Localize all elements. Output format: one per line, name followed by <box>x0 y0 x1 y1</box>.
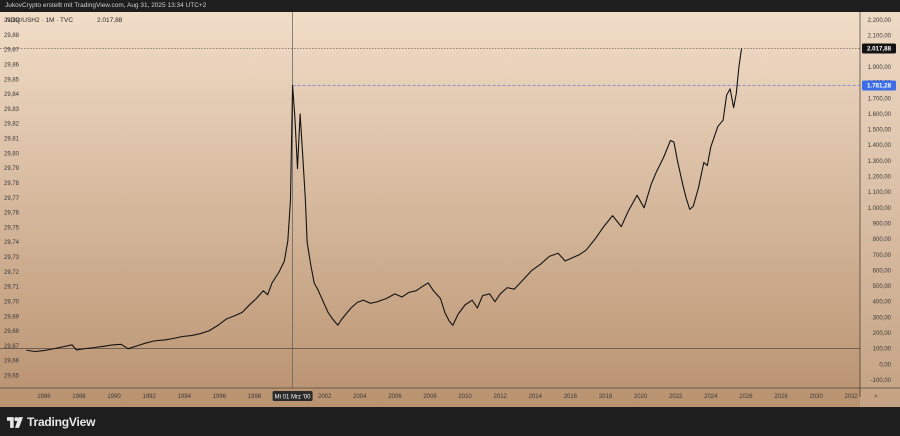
caption-text: JukovCrypto erstellt mit TradingView.com… <box>5 2 207 9</box>
plot-background <box>0 12 900 407</box>
right-tick-label: 300,00 <box>873 315 892 321</box>
right-tick-label: 1.400,00 <box>868 143 892 149</box>
left-tick-label: 29,71 <box>4 285 20 291</box>
right-tick-label: 2.100,00 <box>868 34 892 40</box>
left-tick-label: 29,82 <box>4 122 20 128</box>
x-tick-label: 1990 <box>107 394 121 400</box>
x-tick-label: 2030 <box>809 394 823 400</box>
x-tick-label: 2026 <box>739 394 753 400</box>
x-tick-label: 1992 <box>143 394 157 400</box>
left-tick-label: 29,87 <box>4 48 20 54</box>
x-tick-label: 1996 <box>213 394 227 400</box>
right-tick-label: 0,00 <box>879 362 891 368</box>
legend-symbol: NDQ/USH2 · 1M · TVC <box>6 17 73 24</box>
left-axis: 29,89 29,88 29,87 29,86 29,85 29,84 29,83 29,82… <box>4 18 20 380</box>
right-axis-strip <box>860 12 900 407</box>
left-tick-label: 29,81 <box>4 137 20 143</box>
tradingview-logo-icon <box>7 416 23 428</box>
left-tick-label: 29,88 <box>4 33 20 39</box>
right-tick-label: 1.700,00 <box>868 96 892 102</box>
right-tick-label: 2.200,00 <box>868 18 892 24</box>
right-tick-label: 100,00 <box>873 347 892 353</box>
x-tick-label: 2020 <box>634 394 648 400</box>
right-tick-label: 400,00 <box>873 300 892 306</box>
chart-svg[interactable]: 29,89 29,88 29,87 29,86 29,85 29,84 29,83 29,82… <box>0 12 900 407</box>
left-tick-label: 29,85 <box>4 77 20 83</box>
left-tick-label: 29,83 <box>4 107 20 113</box>
x-tick-label: 1994 <box>178 394 192 400</box>
settings-icon[interactable]: ⌕ <box>874 393 878 400</box>
right-tick-label: 900,00 <box>873 221 892 227</box>
x-tick-label: 2028 <box>774 394 788 400</box>
right-tick-label: 500,00 <box>873 284 892 290</box>
x-tick-label: 2024 <box>704 394 718 400</box>
left-tick-label: 29,75 <box>4 225 20 231</box>
right-tick-label: 1.000,00 <box>868 206 892 212</box>
left-tick-label: 29,67 <box>4 344 20 350</box>
right-tick-label: 700,00 <box>873 253 892 259</box>
tradingview-logo[interactable]: TradingView <box>7 415 95 429</box>
marker-price-badge: 1.781,28 <box>862 80 896 91</box>
left-tick-label: 29,65 <box>4 374 20 380</box>
x-tick-label: 2022 <box>669 394 683 400</box>
brand-name: TradingView <box>27 415 96 429</box>
price-line <box>26 48 743 353</box>
left-tick-label: 29,86 <box>4 62 20 68</box>
x-tick-label: 2016 <box>564 394 578 400</box>
x-tick-label: 1998 <box>248 394 262 400</box>
x-tick-label: 2008 <box>423 394 437 400</box>
svg-text:Mi 01 Mrz '00: Mi 01 Mrz '00 <box>275 394 311 400</box>
right-tick-label: 800,00 <box>873 237 892 243</box>
crosshair-date-badge: Mi 01 Mrz '00 <box>272 391 313 401</box>
x-tick-label: 2010 <box>458 394 472 400</box>
left-tick-label: 29,72 <box>4 270 20 276</box>
right-tick-label: 1.600,00 <box>868 112 892 118</box>
price-badges: 2.017,88 1.781,28 Mi 01 Mrz '00 <box>272 43 896 401</box>
left-tick-label: 29,68 <box>4 329 20 335</box>
right-tick-label: 1.100,00 <box>868 190 892 196</box>
x-tick-label: 2006 <box>388 394 402 400</box>
x-tick-label: 2002 <box>318 394 332 400</box>
x-tick-label: 2012 <box>494 394 508 400</box>
right-tick-label: 200,00 <box>873 331 892 337</box>
reference-lines <box>0 12 860 388</box>
left-tick-label: 29,78 <box>4 181 20 187</box>
left-tick-label: 29,89 <box>4 18 20 24</box>
x-axis: 1986198819901992199419961998200020022004… <box>37 394 858 400</box>
x-tick-label: 1988 <box>72 394 86 400</box>
left-tick-label: 29,70 <box>4 299 20 305</box>
x-tick-label: 2018 <box>599 394 613 400</box>
svg-text:1.781,28: 1.781,28 <box>867 83 892 90</box>
x-tick-label: 2014 <box>529 394 543 400</box>
chart-area[interactable]: 29,89 29,88 29,87 29,86 29,85 29,84 29,83 29,82… <box>0 12 900 407</box>
left-tick-label: 29,69 <box>4 314 20 320</box>
left-tick-label: 29,66 <box>4 359 20 365</box>
x-tick-label: 2004 <box>353 394 367 400</box>
left-tick-label: 29,76 <box>4 211 20 217</box>
left-tick-label: 29,79 <box>4 166 20 172</box>
left-tick-label: 29,80 <box>4 151 20 157</box>
right-tick-label: 1.900,00 <box>868 65 892 71</box>
right-tick-label: 600,00 <box>873 268 892 274</box>
legend-last-value: 2.017,88 <box>97 17 123 24</box>
last-price-badge: 2.017,88 <box>862 43 896 54</box>
footer: TradingView <box>0 407 900 436</box>
top-bar: JukovCrypto erstellt mit TradingView.com… <box>0 0 900 12</box>
right-tick-label: 1.500,00 <box>868 128 892 134</box>
left-tick-label: 29,73 <box>4 255 20 261</box>
right-tick-label: -100,00 <box>871 378 892 384</box>
left-tick-label: 29,74 <box>4 240 20 246</box>
left-tick-label: 29,84 <box>4 92 20 98</box>
right-tick-label: 1.300,00 <box>868 159 892 165</box>
x-tick-label: 1986 <box>37 394 51 400</box>
left-tick-label: 29,77 <box>4 196 20 202</box>
x-tick-label: 2032 <box>845 394 859 400</box>
svg-text:2.017,88: 2.017,88 <box>867 46 892 53</box>
right-tick-label: 1.200,00 <box>868 175 892 181</box>
